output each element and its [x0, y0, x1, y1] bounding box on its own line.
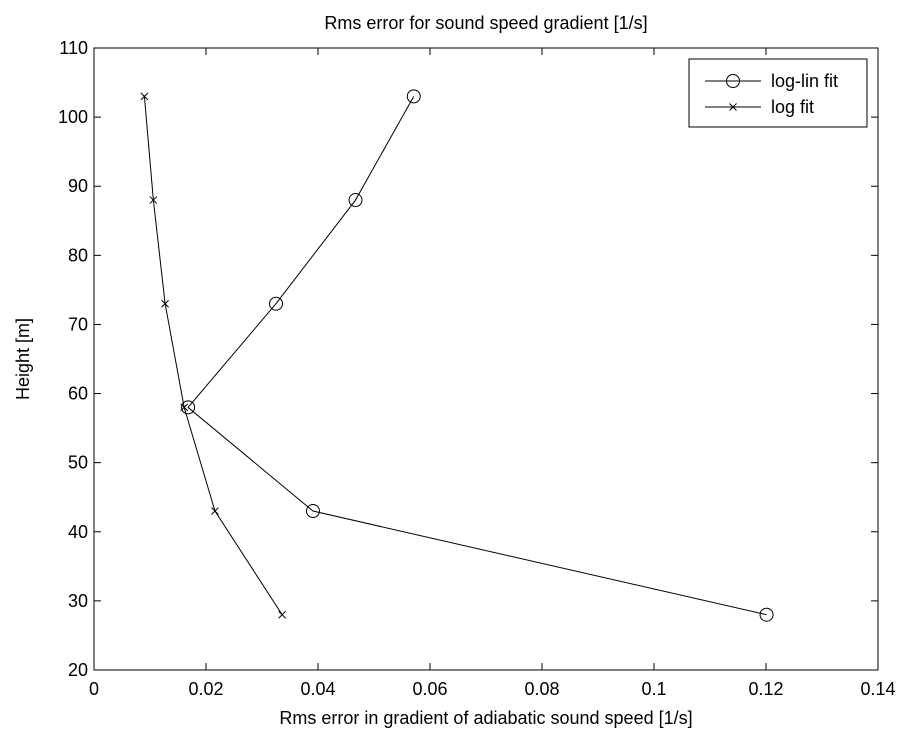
data-point-log-lin-fit — [348, 193, 363, 208]
y-tick-label: 60 — [68, 384, 88, 404]
x-tick-label: 0.1 — [641, 679, 666, 699]
x-tick-label: 0.08 — [524, 679, 559, 699]
y-tick-label: 110 — [59, 38, 88, 58]
data-point-log-lin-fit — [181, 400, 196, 415]
chart-title: Rms error for sound speed gradient [1/s] — [324, 13, 647, 33]
y-tick-label: 40 — [68, 522, 88, 542]
legend-label-log-lin-fit: log-lin fit — [771, 71, 838, 91]
x-tick-label: 0 — [89, 679, 99, 699]
axis-ticks: 0 0.02 0.04 0.06 0.08 0.1 0.12 0.14 20 30 40 50 60 70… — [58, 38, 896, 699]
data-point-log-fit — [140, 92, 149, 101]
plot-area — [93, 47, 879, 671]
x-tick-label: 0.14 — [860, 679, 895, 699]
y-tick-label: 80 — [68, 245, 88, 265]
x-axis-label: Rms error in gradient of adiabatic sound… — [279, 708, 692, 728]
y-tick-label: 50 — [68, 453, 88, 473]
y-tick-label: 90 — [68, 176, 88, 196]
series-line-log-fit — [143, 96, 283, 615]
data-point-log-fit — [278, 610, 287, 619]
legend-marker-log-lin-fit — [726, 74, 740, 88]
y-tick-label: 70 — [68, 314, 88, 334]
series-line-log-lin-fit — [187, 96, 767, 616]
data-point-log-fit — [180, 403, 189, 412]
y-tick-label: 30 — [68, 591, 88, 611]
legend-box — [688, 58, 868, 128]
x-tick-label: 0.06 — [412, 679, 447, 699]
series-layer — [140, 89, 774, 622]
x-tick-label: 0.04 — [300, 679, 335, 699]
data-point-log-fit — [211, 507, 219, 515]
legend-marker-log-fit — [729, 103, 737, 111]
data-point-log-lin-fit — [269, 296, 283, 311]
series-log-lin-fit — [181, 89, 774, 622]
y-axis-label: Height [m] — [13, 318, 33, 400]
legend: log-lin fit log fit — [688, 58, 868, 128]
legend-label-log-fit: log fit — [771, 97, 814, 117]
x-tick-label: 0.12 — [748, 679, 783, 699]
data-point-log-fit — [161, 299, 169, 308]
data-point-log-lin-fit — [759, 607, 774, 622]
data-point-log-lin-fit — [305, 504, 320, 519]
data-point-log-fit — [149, 196, 158, 204]
series-log-fit — [140, 92, 287, 619]
y-tick-label: 20 — [68, 660, 88, 680]
y-tick-label: 100 — [58, 107, 88, 127]
data-point-log-lin-fit — [406, 89, 421, 104]
x-tick-label: 0.02 — [188, 679, 223, 699]
